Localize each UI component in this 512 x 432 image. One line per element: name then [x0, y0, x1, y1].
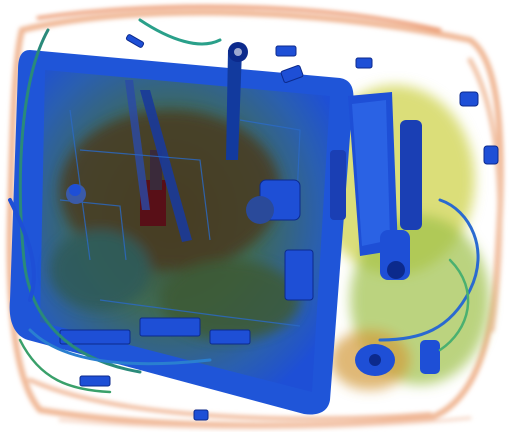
cables [8, 18, 480, 394]
laptop-board [9, 44, 354, 415]
clips [79, 34, 499, 421]
gears [69, 42, 248, 196]
device-right [330, 92, 440, 376]
bag-outline [6, 5, 504, 430]
